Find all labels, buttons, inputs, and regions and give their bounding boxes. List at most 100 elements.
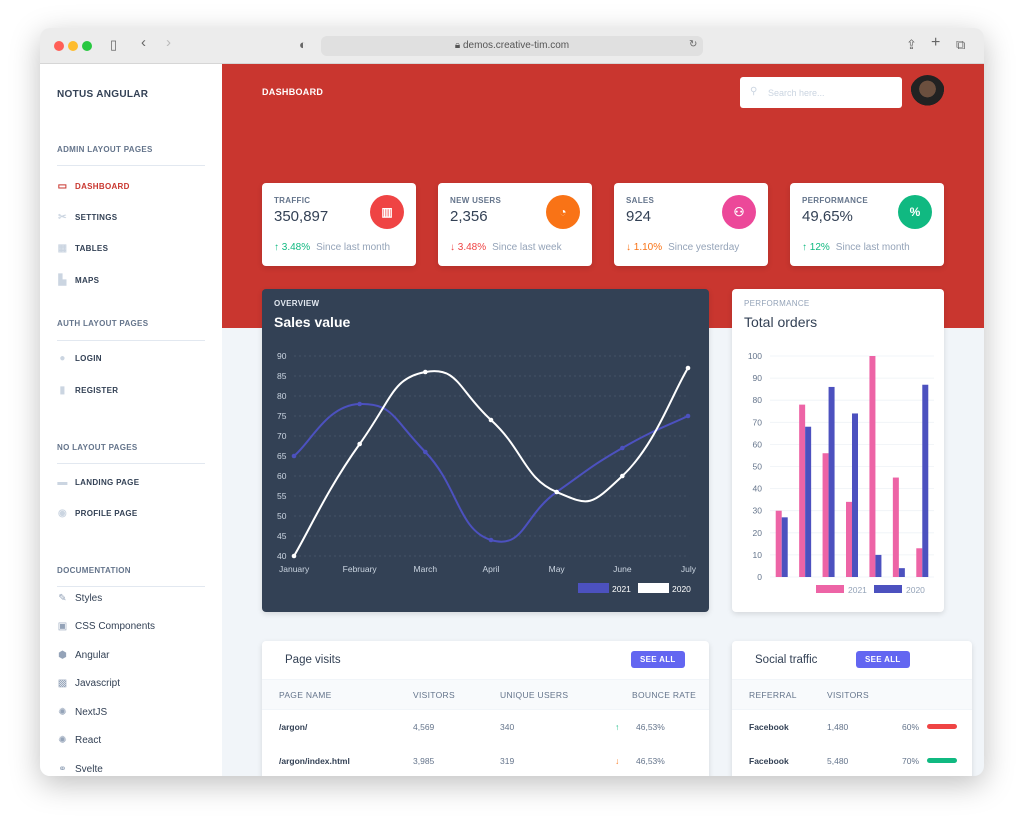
data-point-2020[interactable] (488, 417, 494, 423)
sidebar-item-label: REGISTER (75, 386, 119, 395)
data-point-2020[interactable] (685, 365, 691, 371)
x-tick-label: July (681, 564, 697, 574)
browser-toolbar: ▯ ‹ › ◐ 🔒︎ demos.creative-tim.com ↻ ⇪ + … (40, 28, 984, 64)
search-icon: ⚲ (750, 86, 758, 97)
data-point-2020[interactable] (423, 369, 428, 375)
total-orders-card: PERFORMANCE Total orders 0 10 20 30 40 50 60 70… (732, 289, 944, 612)
stat-card-new-users: NEW USERS 2,356 ◔ ↓ 3.48% Since last week (438, 183, 592, 266)
sidebar-item-dashboard[interactable]: ▭ DASHBOARD (57, 181, 130, 192)
bar-2021[interactable] (916, 548, 923, 577)
data-point-2020[interactable] (291, 553, 297, 559)
column-header[interactable]: REFERRAL (749, 690, 797, 700)
legend-swatch[interactable] (874, 585, 902, 593)
sidebar-item-login[interactable]: ● LOGIN (57, 353, 102, 364)
table-cell: 70% (902, 756, 920, 766)
sidebar-item-register[interactable]: ▮ REGISTER (57, 385, 118, 396)
sidebar-item-profile-page[interactable]: ◉ PROFILE PAGE (57, 508, 138, 519)
sidebar-item-landing-page[interactable]: ▬ LANDING PAGE (57, 477, 139, 488)
bar-2021[interactable] (869, 356, 876, 577)
y-tick-label: 75 (277, 411, 287, 421)
search-input[interactable]: ⚲ Search here... (740, 77, 902, 108)
column-header[interactable]: UNIQUE USERS (500, 690, 569, 700)
bar-2020[interactable] (875, 554, 882, 577)
sidebar-item-react[interactable]: ✺ React (57, 735, 101, 746)
stat-change: ↓ 1.10% (626, 242, 662, 253)
progress-bar (927, 758, 957, 763)
link-icon: ⚭ (58, 764, 67, 775)
data-point-2021[interactable] (357, 401, 362, 407)
sidebar-heading: DOCUMENTATION (57, 566, 131, 575)
bar-2020[interactable] (852, 413, 858, 577)
arrow-down-icon: ↓ (450, 242, 458, 253)
y-tick-label: 70 (277, 431, 287, 441)
brand-logo[interactable]: NOTUS ANGULAR (57, 89, 149, 100)
table-cell: /argon/ (279, 722, 308, 732)
shield-icon[interactable]: ◐ (299, 37, 307, 52)
bar-2020[interactable] (805, 426, 812, 577)
bar-2021[interactable] (846, 501, 852, 577)
card-title: Page visits (285, 654, 341, 666)
minimize-window-button[interactable] (68, 41, 78, 51)
sidebar-item-css-components[interactable]: ▣ CSS Components (57, 621, 155, 632)
data-point-2021[interactable] (488, 537, 494, 543)
sidebar-item-angular[interactable]: ⬢ Angular (57, 650, 109, 661)
sidebar-item-svelte[interactable]: ⚭ Svelte (57, 764, 103, 775)
reload-icon[interactable]: ↻ (689, 39, 698, 50)
sidebar-item-settings[interactable]: ✂ SETTINGS (57, 212, 117, 223)
sidebar-item-label: DASHBOARD (75, 182, 130, 191)
column-header[interactable]: VISITORS (827, 690, 869, 700)
legend-swatch[interactable] (638, 583, 669, 593)
back-icon[interactable]: ‹ (141, 34, 146, 51)
sidebar-toggle-icon[interactable]: ▯ (110, 37, 118, 52)
tabs-overview-icon[interactable]: ⧉ (956, 37, 966, 52)
column-header[interactable]: VISITORS (413, 690, 455, 700)
new-tab-icon[interactable]: + (931, 34, 941, 51)
card-overline: PERFORMANCE (744, 299, 810, 308)
bar-2021[interactable] (892, 477, 899, 577)
y-tick-label: 90 (753, 373, 763, 383)
stat-change-value: 3.48% (457, 242, 487, 253)
see-all-button[interactable]: SEE ALL (631, 651, 685, 668)
sidebar-item-styles[interactable]: ✎ Styles (57, 593, 102, 604)
see-all-button[interactable]: SEE ALL (856, 651, 910, 668)
column-header[interactable]: BOUNCE RATE (632, 690, 697, 700)
paint-brush-icon: ✎ (58, 593, 67, 604)
bar-2020[interactable] (781, 517, 788, 577)
data-point-2021[interactable] (291, 453, 297, 459)
legend-swatch[interactable] (816, 585, 844, 593)
sidebar-heading: ADMIN LAYOUT PAGES (57, 145, 153, 154)
close-window-button[interactable] (54, 41, 64, 51)
bar-2021[interactable] (799, 404, 806, 577)
y-tick-label: 80 (277, 391, 287, 401)
data-point-2020[interactable] (357, 441, 362, 447)
page-title[interactable]: DASHBOARD (262, 87, 324, 97)
data-point-2021[interactable] (685, 413, 691, 419)
bar-2020[interactable] (828, 386, 835, 577)
y-tick-label: 10 (753, 550, 763, 560)
sidebar-item-maps[interactable]: ▙ MAPS (57, 275, 100, 286)
sidebar-item-nextjs[interactable]: ✺ NextJS (57, 707, 107, 718)
sidebar-item-tables[interactable]: ▦ TABLES (57, 243, 108, 254)
legend-swatch[interactable] (578, 583, 609, 593)
table-cell: 5,480 (827, 756, 849, 766)
column-header[interactable]: PAGE NAME (279, 690, 332, 700)
stat-change: ↑ 12% (802, 242, 830, 253)
arrow-down-icon: ↓ (615, 756, 620, 766)
sidebar-item-javascript[interactable]: ▩ Javascript (57, 678, 120, 689)
sidebar-heading: NO LAYOUT PAGES (57, 443, 138, 452)
bar-2020[interactable] (922, 384, 929, 577)
share-icon[interactable]: ⇪ (906, 37, 917, 52)
data-point-2020[interactable] (620, 473, 625, 479)
forward-icon[interactable]: › (166, 34, 171, 51)
data-point-2021[interactable] (423, 449, 428, 455)
bar-2020[interactable] (898, 568, 905, 577)
data-point-2021[interactable] (620, 445, 625, 451)
bar-2021[interactable] (822, 453, 829, 577)
bar-2021[interactable] (775, 510, 782, 577)
data-point-2020[interactable] (554, 489, 559, 495)
maximize-window-button[interactable] (82, 41, 92, 51)
stat-change-value: 3.48% (281, 242, 311, 253)
table-icon: ▦ (57, 243, 68, 254)
avatar[interactable] (910, 75, 945, 110)
address-bar[interactable]: 🔒︎ demos.creative-tim.com (321, 36, 703, 56)
